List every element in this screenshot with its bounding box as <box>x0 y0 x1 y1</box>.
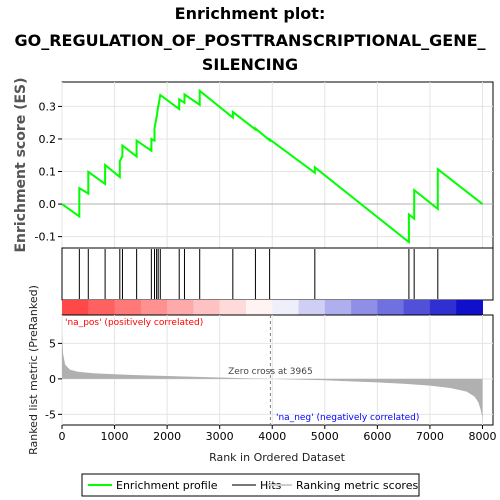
hits-panel <box>61 247 494 301</box>
band-segment <box>114 300 142 315</box>
band-segment <box>140 300 168 315</box>
metric-y-ticks: -5 0 5 <box>45 337 62 421</box>
x-tick-label: 0 <box>59 430 66 443</box>
x-tick-label: 5000 <box>311 430 339 443</box>
x-tick-label: 3000 <box>206 430 234 443</box>
x-axis-label: Rank in Ordered Dataset <box>209 451 346 464</box>
band-segment <box>351 300 378 315</box>
band-segment <box>193 300 221 315</box>
zero-cross-label: Zero cross at 3965 <box>228 367 313 377</box>
negative-correlation-label: 'na_neg' (negatively correlated) <box>276 413 419 423</box>
metric-y-tick-label: -5 <box>45 408 56 421</box>
band-segment <box>272 300 300 315</box>
es-y-tick-label: 0.0 <box>39 198 57 211</box>
band-segment <box>245 300 273 315</box>
legend-ranking-label: Ranking metric scores <box>296 479 418 492</box>
es-panel <box>61 81 494 249</box>
legend-enrichment-label: Enrichment profile <box>116 479 218 492</box>
x-tick-label: 2000 <box>153 430 181 443</box>
metric-panel <box>61 314 494 426</box>
rank-color-band <box>62 300 483 315</box>
metric-y-tick-label: 0 <box>49 373 56 386</box>
x-tick-label: 7000 <box>416 430 444 443</box>
es-y-tick-label: -0.1 <box>35 231 56 244</box>
band-segment <box>167 300 194 315</box>
es-y-tick-label: 0.3 <box>39 100 57 113</box>
band-segment <box>298 300 326 315</box>
metric-y-tick-label: 5 <box>49 337 56 350</box>
chart-title-line1: Enrichment plot: <box>175 4 326 23</box>
x-tick-label: 6000 <box>363 430 391 443</box>
enrichment-profile-line <box>61 88 484 245</box>
x-tick-label: 1000 <box>101 430 129 443</box>
band-segment <box>429 300 457 315</box>
band-segment <box>88 300 116 315</box>
x-tick-label: 4000 <box>258 430 286 443</box>
ranking-metric-area <box>62 332 483 422</box>
band-segment <box>403 300 431 315</box>
es-y-tick-label: 0.1 <box>39 166 57 179</box>
metric-ylabel: Ranked list metric (PreRanked) <box>27 285 40 455</box>
band-segment <box>377 300 405 315</box>
es-y-ticks: -0.1 0.0 0.1 0.2 0.3 <box>35 100 62 244</box>
positive-correlation-label: 'na_pos' (positively correlated) <box>65 318 203 328</box>
x-tick-label: 8000 <box>468 430 496 443</box>
es-ylabel: Enrichment score (ES) <box>13 77 29 252</box>
band-segment <box>219 300 247 315</box>
x-axis-ticks: 0 1000 2000 3000 4000 5000 6000 7000 8000 <box>59 425 496 443</box>
chart-title-line3: SILENCING <box>202 55 298 74</box>
band-segment <box>62 300 89 315</box>
hits-group <box>78 249 439 299</box>
band-segment <box>456 300 483 315</box>
es-y-tick-label: 0.2 <box>39 133 57 146</box>
band-segment <box>324 300 352 315</box>
chart-title-line2: GO_REGULATION_OF_POSTTRANSCRIPTIONAL_GEN… <box>14 31 485 50</box>
